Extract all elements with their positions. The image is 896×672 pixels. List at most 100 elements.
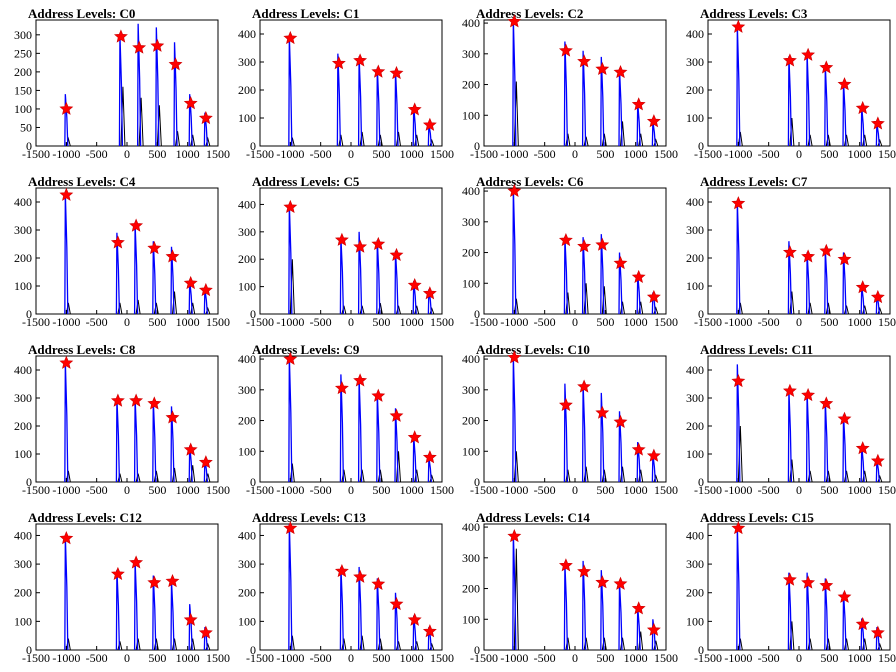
histogram-peak xyxy=(618,69,623,147)
histogram-peak xyxy=(152,400,157,483)
peak-marker xyxy=(731,521,746,535)
x-tick-label: -1000 xyxy=(52,315,80,329)
peak-marker xyxy=(613,576,628,590)
overlay-peak xyxy=(414,469,420,483)
overlay-peak xyxy=(172,638,177,651)
chart-title: Address Levels: C5 xyxy=(252,174,360,189)
x-tick-label: -500 xyxy=(86,315,108,329)
y-tick-label: 400 xyxy=(14,528,32,542)
peak-marker xyxy=(595,575,610,589)
x-tick-label: -1500 xyxy=(694,483,722,497)
peak-marker xyxy=(147,575,162,589)
y-tick-label: 0 xyxy=(474,643,480,657)
y-tick-label: 100 xyxy=(14,102,32,116)
x-tick-label: 0 xyxy=(124,147,130,161)
peak-marker xyxy=(165,249,180,263)
histogram-peak xyxy=(736,364,741,483)
histogram-peak xyxy=(636,273,641,315)
x-tick-label: 0 xyxy=(124,315,130,329)
y-tick-label: 100 xyxy=(462,276,480,290)
peak-marker xyxy=(165,573,180,588)
overlay-peak xyxy=(601,469,607,483)
x-tick-label: 1500 xyxy=(878,651,896,665)
chart-panel: Address Levels: C0 0 50 100 150 200 250 300 -150… xyxy=(14,6,230,161)
x-tick-label: 1500 xyxy=(430,147,454,161)
overlay-peak xyxy=(653,474,659,483)
x-tick-label: 0 xyxy=(348,315,354,329)
peak-marker xyxy=(595,405,610,419)
overlay-peak xyxy=(565,469,571,483)
x-tick-label: -1500 xyxy=(470,483,498,497)
y-tick-label: 200 xyxy=(238,586,256,600)
x-tick-label: -1000 xyxy=(724,147,752,161)
peak-marker xyxy=(782,245,797,259)
peak-marker xyxy=(558,397,573,412)
x-tick-label: 500 xyxy=(148,483,166,497)
x-tick-label: -500 xyxy=(86,651,108,665)
x-tick-label: -500 xyxy=(310,147,332,161)
histogram-peak xyxy=(875,459,881,483)
overlay-peak xyxy=(583,136,589,147)
peak-marker xyxy=(577,379,592,393)
peak-marker xyxy=(334,563,349,578)
plot-frame xyxy=(35,19,219,147)
x-tick-label: 0 xyxy=(572,483,578,497)
y-tick-label: 200 xyxy=(686,419,704,433)
y-tick-label: 400 xyxy=(462,184,480,198)
peak-marker xyxy=(353,239,368,253)
histogram-peak xyxy=(155,27,160,147)
y-tick-label: 400 xyxy=(238,197,256,211)
overlay-peak xyxy=(583,466,589,483)
overlay-peak xyxy=(737,302,743,315)
y-tick-label: 100 xyxy=(238,111,256,125)
x-tick-label: 1000 xyxy=(624,483,648,497)
peak-marker xyxy=(837,589,852,603)
overlay-peak xyxy=(172,467,177,483)
x-tick-label: -1000 xyxy=(276,315,304,329)
overlay-peak xyxy=(653,138,659,147)
chart-title: Address Levels: C11 xyxy=(700,342,813,357)
histogram-peak xyxy=(288,355,293,483)
chart-panel: Address Levels: C5 0 100 200 300 400 -1500 -100… xyxy=(238,174,454,329)
peak-marker xyxy=(819,60,834,74)
x-tick-label: -1500 xyxy=(694,651,722,665)
chart-panel: Address Levels: C4 0 100 200 300 400 -1500 -100… xyxy=(14,174,230,329)
overlay-peak xyxy=(429,307,435,315)
histogram-peak xyxy=(339,374,345,483)
peak-marker xyxy=(801,387,816,402)
overlay-peak xyxy=(135,638,141,651)
x-tick-label: -1000 xyxy=(52,483,80,497)
histogram-peak xyxy=(152,575,157,651)
peak-marker xyxy=(870,453,885,467)
y-tick-label: 300 xyxy=(238,557,256,571)
x-tick-label: 1500 xyxy=(430,315,454,329)
x-tick-label: 0 xyxy=(348,483,354,497)
histogram-peak xyxy=(824,578,829,651)
x-tick-label: -1000 xyxy=(724,315,752,329)
peak-marker xyxy=(422,117,437,131)
peak-marker xyxy=(59,355,74,369)
y-tick-label: 200 xyxy=(462,414,480,428)
peak-marker xyxy=(283,521,298,535)
peak-marker xyxy=(422,450,437,464)
histogram-peak xyxy=(563,563,569,651)
overlay-peak xyxy=(190,638,196,651)
histogram-peak xyxy=(376,67,381,147)
x-tick-label: 1500 xyxy=(430,651,454,665)
y-tick-label: 400 xyxy=(462,520,480,534)
peak-marker xyxy=(59,101,74,115)
chart-title: Address Levels: C3 xyxy=(700,6,808,21)
peak-marker xyxy=(353,569,368,583)
y-tick-label: 100 xyxy=(686,447,704,461)
x-tick-label: 0 xyxy=(796,651,802,665)
histogram-peak xyxy=(512,533,517,651)
x-tick-label: 1500 xyxy=(206,147,230,161)
histogram-peak xyxy=(736,526,741,651)
overlay-peak xyxy=(65,470,71,483)
peak-marker xyxy=(183,96,198,110)
peak-marker xyxy=(129,218,144,232)
peak-marker xyxy=(147,240,162,255)
x-tick-label: 0 xyxy=(124,483,130,497)
overlay-peak xyxy=(396,641,401,651)
overlay-peak xyxy=(844,305,849,315)
